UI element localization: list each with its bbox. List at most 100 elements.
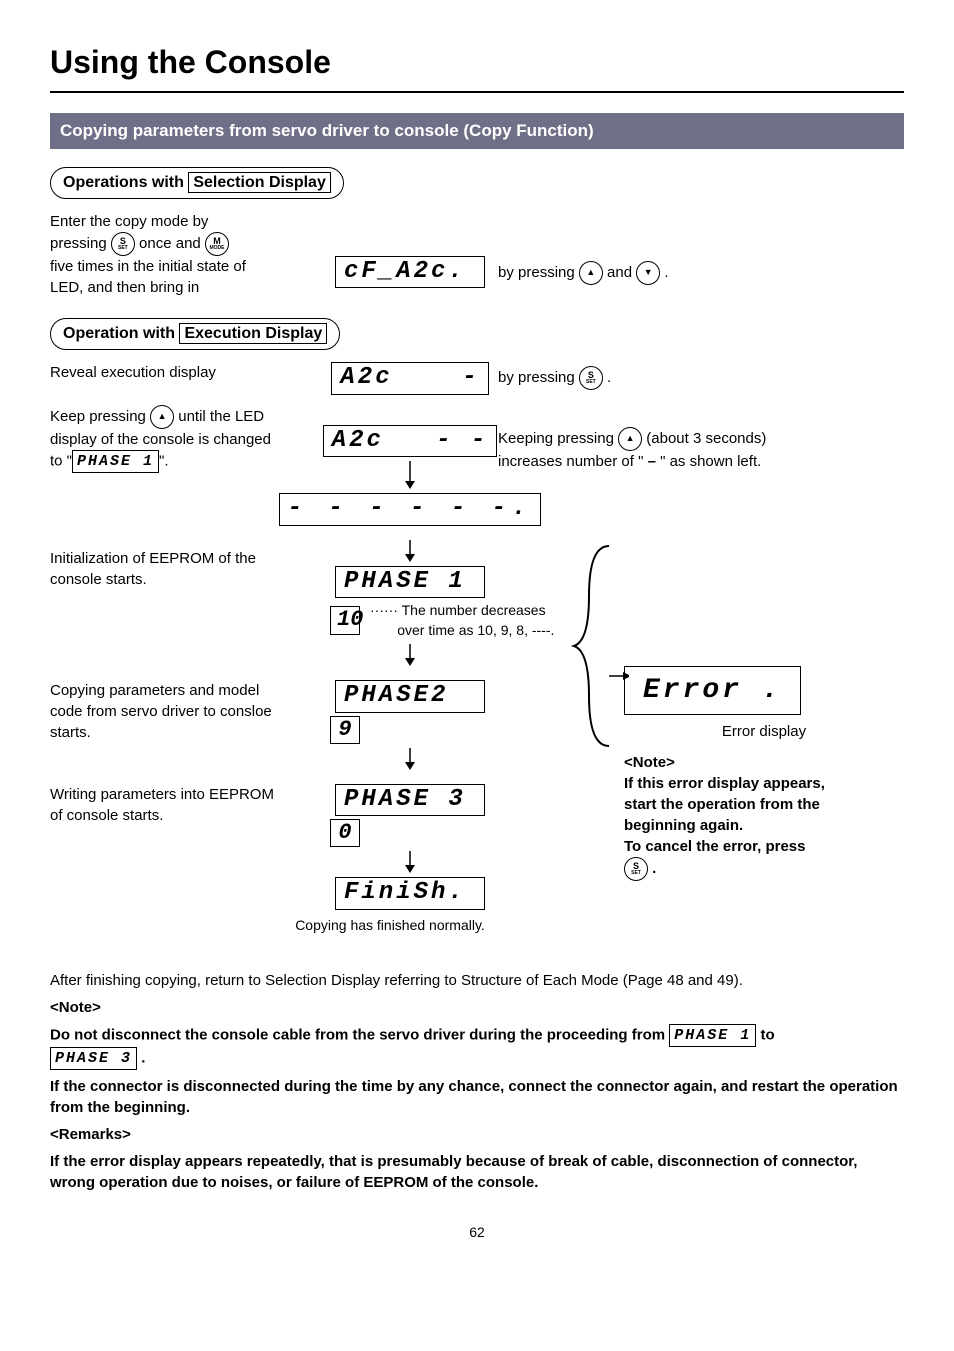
footer-p3: If the connector is disconnected during … (50, 1076, 904, 1118)
error-caption: Error display (624, 721, 904, 742)
step5-mid: PHASE2 9 (330, 680, 490, 774)
step2-right: by pressing SSET . (490, 362, 904, 390)
step1-lcd: cF_A2c. (335, 256, 485, 288)
section-bar: Copying parameters from servo driver to … (50, 113, 904, 149)
step5-row: Copying parameters and model code from s… (50, 680, 624, 774)
subheader-selection-display: Operations with Selection Display (50, 167, 344, 199)
step3-right-b: (about 3 seconds) (646, 430, 766, 447)
arrow-down-icon (402, 540, 418, 562)
footer-note-label: <Note> (50, 997, 904, 1018)
arrow-down-icon (402, 748, 418, 770)
step3-line-d: to "PHASE 1". (50, 450, 322, 473)
s-button-icon: SSET (624, 857, 648, 881)
step4-left: Initialization of EEPROM of the console … (50, 536, 330, 590)
step2-mid: A2c - (330, 362, 490, 394)
footer-p2-lcd1: PHASE 1 (669, 1024, 756, 1047)
step5-text-b: code from servo driver to consloe (50, 701, 322, 722)
step3-line-a: Keep pressing ▲ until the LED (50, 405, 322, 429)
step1-row: Enter the copy mode by pressing SSET onc… (50, 211, 904, 298)
page-title: Using the Console (50, 40, 904, 93)
step6-row: Writing parameters into EEPROM of consol… (50, 784, 624, 936)
s-button-icon: SSET (579, 366, 603, 390)
step6-mid: PHASE 3 0 FiniSh. Copying has finished n… (330, 784, 490, 936)
step3-right-a: Keeping pressing (498, 430, 618, 447)
error-note: <Note> If this error display appears, st… (624, 752, 904, 881)
step5-lcd: PHASE2 (335, 680, 485, 712)
step1-left: Enter the copy mode by pressing SSET onc… (50, 211, 330, 298)
step5-left: Copying parameters and model code from s… (50, 680, 330, 743)
footer-p2: Do not disconnect the console cable from… (50, 1024, 904, 1070)
curly-brace-icon (569, 536, 629, 756)
page-number: 62 (50, 1223, 904, 1243)
step3-right-line1: Keeping pressing ▲ (about 3 seconds) (498, 427, 904, 451)
step1-text-c: once and (139, 235, 205, 252)
subheader2-text-a: Operation with (63, 325, 175, 342)
step4-aside-a: The number decreases (402, 602, 546, 618)
subheader-text-a: Operations with (63, 174, 184, 191)
footer-p4: If the error display appears repeatedly,… (50, 1151, 904, 1193)
step3-row: Keep pressing ▲ until the LED display of… (50, 405, 904, 526)
step3-lcd: A2c - - (323, 425, 498, 457)
step1-text-d: five times in the initial state of (50, 256, 322, 277)
step4-count: 10 (330, 606, 360, 634)
step1-right: by pressing ▲ and ▼ . (490, 211, 904, 285)
footer-p2a: Do not disconnect the console cable from… (50, 1027, 669, 1044)
subheader-execution-display: Operation with Execution Display (50, 318, 340, 350)
footer-p2-lcd2: PHASE 3 (50, 1047, 137, 1070)
step3-dashes-lcd: - - - - - -. (279, 493, 542, 525)
step2-row: Reveal execution display A2c - by pressi… (50, 362, 904, 394)
step2-text-a: Reveal execution display (50, 362, 322, 383)
step3-right-d: " as shown left. (656, 453, 761, 470)
footer-p1: After finishing copying, return to Selec… (50, 970, 904, 991)
step3-text-e: ". (159, 452, 169, 469)
step4-text-b: console starts. (50, 569, 322, 590)
step1-text-a: Enter the copy mode by (50, 211, 322, 232)
step1-mid: cF_A2c. (330, 211, 490, 288)
step1-text-e: LED, and then bring in (50, 277, 322, 298)
step3-text-d: to " (50, 452, 72, 469)
arrow-down-icon (402, 461, 418, 489)
step1-right-b: and (607, 264, 636, 281)
arrow-down-icon (402, 851, 418, 873)
subheader-text-b: Selection Display (188, 172, 331, 193)
step3-right-c: increases number of " (498, 453, 648, 470)
step2-right-a: by pressing (498, 369, 579, 386)
error-area: Error . Error display <Note> If this err… (624, 536, 904, 881)
step6-lcd: PHASE 3 (335, 784, 485, 816)
finish-caption: Copying has finished normally. (295, 916, 485, 936)
arrow-down-icon (402, 644, 418, 666)
step4-mid: PHASE 1 10 ······ The number decreases o… (330, 536, 490, 671)
finish-lcd: FiniSh. (335, 877, 485, 909)
m-button-icon: MMODE (205, 232, 229, 256)
step4-lcd: PHASE 1 (335, 566, 485, 598)
step2-right-b: . (607, 369, 611, 386)
step3-text-b: until the LED (178, 408, 264, 425)
footer-text: After finishing copying, return to Selec… (50, 970, 904, 1193)
step3-mid: A2c - - - - - - - -. (330, 405, 490, 526)
step3-phase-inline: PHASE 1 (72, 450, 159, 473)
step2-left: Reveal execution display (50, 362, 330, 383)
down-button-icon: ▼ (636, 261, 660, 285)
step3-text-a: Keep pressing (50, 408, 150, 425)
step3-text-c: display of the console is changed (50, 429, 322, 450)
step3-left: Keep pressing ▲ until the LED display of… (50, 405, 330, 473)
step6-left: Writing parameters into EEPROM of consol… (50, 784, 330, 826)
step5-text-c: starts. (50, 722, 322, 743)
step5-text-a: Copying parameters and model (50, 680, 322, 701)
up-button-icon: ▲ (579, 261, 603, 285)
step4-aside-dots: ······ (370, 602, 398, 618)
error-lcd: Error . (624, 666, 801, 715)
up-button-icon: ▲ (150, 405, 174, 429)
step1-right-a: by pressing (498, 264, 579, 281)
step1-right-c: . (664, 264, 668, 281)
step1-text-b: pressing (50, 235, 111, 252)
subheader2-text-b: Execution Display (179, 323, 327, 344)
footer-remarks-label: <Remarks> (50, 1124, 904, 1145)
footer-p2c: . (141, 1050, 145, 1067)
error-line3: beginning again. (624, 815, 904, 836)
step3-right: Keeping pressing ▲ (about 3 seconds) inc… (490, 405, 904, 472)
error-line4: To cancel the error, press (624, 836, 904, 857)
step2-lcd: A2c - (331, 362, 488, 394)
step1-line-b: pressing SSET once and MMODE (50, 232, 322, 256)
step4-text-a: Initialization of EEPROM of the (50, 548, 322, 569)
